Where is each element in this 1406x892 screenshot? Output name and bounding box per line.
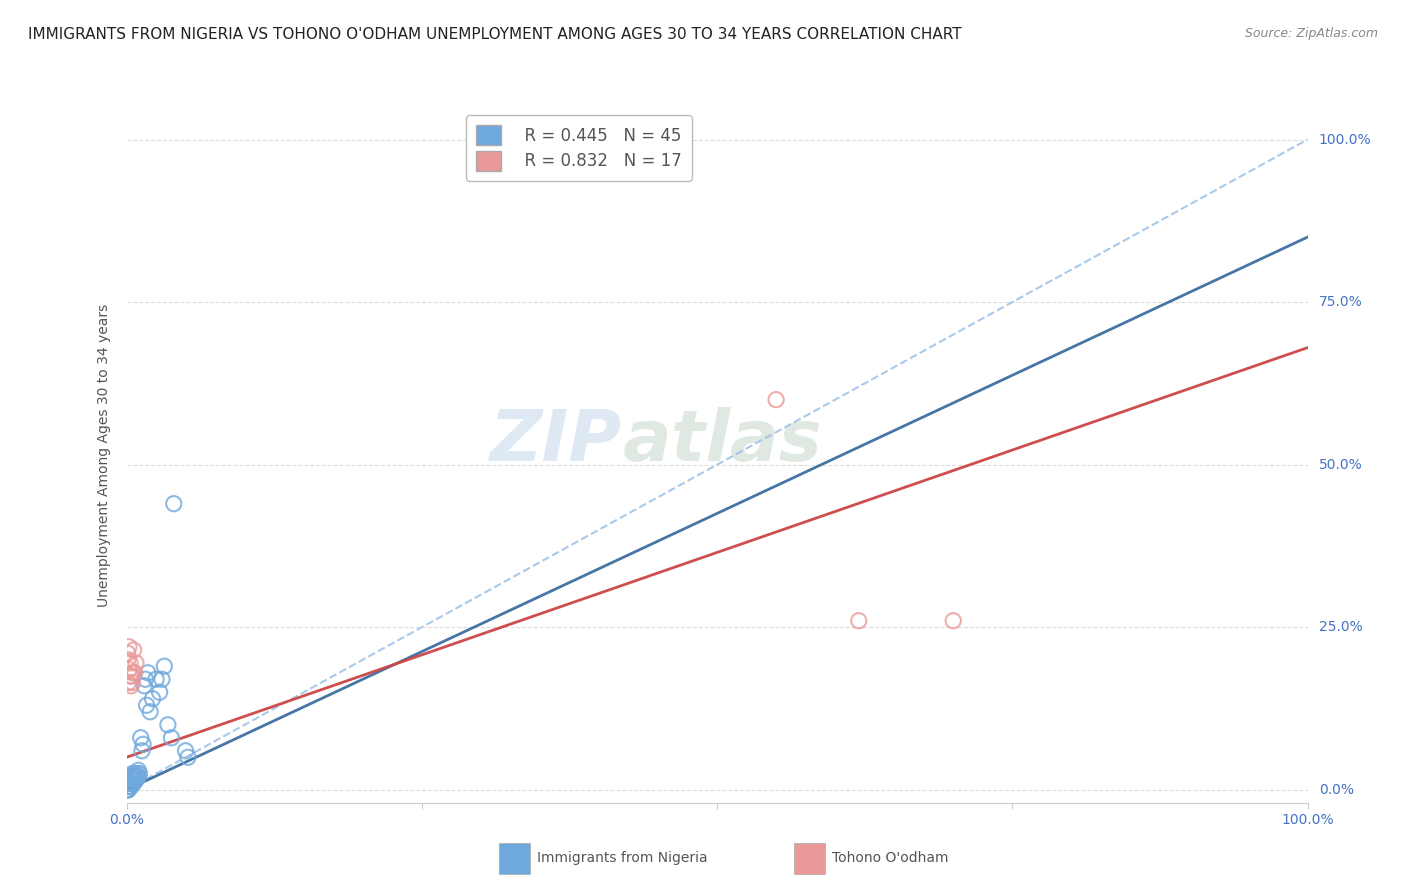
Text: 100.0%: 100.0% xyxy=(1319,133,1371,146)
Text: IMMIGRANTS FROM NIGERIA VS TOHONO O'ODHAM UNEMPLOYMENT AMONG AGES 30 TO 34 YEARS: IMMIGRANTS FROM NIGERIA VS TOHONO O'ODHA… xyxy=(28,27,962,42)
Point xyxy=(120,770,142,784)
Point xyxy=(149,685,172,699)
Point xyxy=(118,780,141,794)
Point xyxy=(942,614,965,628)
Point xyxy=(128,766,150,780)
Point xyxy=(124,665,146,680)
Point xyxy=(122,770,145,784)
Point xyxy=(177,750,200,764)
Point xyxy=(117,780,139,794)
Point xyxy=(163,497,186,511)
Point xyxy=(120,656,142,670)
Point xyxy=(120,770,142,784)
Point xyxy=(134,672,156,686)
Point xyxy=(121,665,143,680)
Point xyxy=(127,764,149,778)
Point xyxy=(139,705,162,719)
Point xyxy=(120,780,142,794)
Point xyxy=(141,691,163,706)
Text: Immigrants from Nigeria: Immigrants from Nigeria xyxy=(537,851,707,865)
Point xyxy=(118,776,141,790)
Point xyxy=(150,672,173,686)
Text: ZIP: ZIP xyxy=(491,407,623,475)
Point xyxy=(122,776,145,790)
Point xyxy=(127,770,149,784)
Point xyxy=(120,776,142,790)
Point xyxy=(125,772,148,787)
Point xyxy=(156,718,179,732)
Text: 75.0%: 75.0% xyxy=(1319,295,1362,310)
Point xyxy=(118,663,141,677)
Point xyxy=(121,675,143,690)
Point xyxy=(122,643,145,657)
Point xyxy=(120,669,142,683)
Point xyxy=(145,672,167,686)
Point xyxy=(120,780,142,794)
Text: atlas: atlas xyxy=(623,407,823,475)
Text: Tohono O'odham: Tohono O'odham xyxy=(832,851,949,865)
Point xyxy=(121,776,143,790)
Point xyxy=(124,766,146,780)
Text: 25.0%: 25.0% xyxy=(1319,620,1362,634)
Point xyxy=(124,772,146,787)
Legend:   R = 0.445   N = 45,   R = 0.832   N = 17: R = 0.445 N = 45, R = 0.832 N = 17 xyxy=(465,115,692,180)
Text: Source: ZipAtlas.com: Source: ZipAtlas.com xyxy=(1244,27,1378,40)
Text: 50.0%: 50.0% xyxy=(1319,458,1362,472)
Point xyxy=(121,766,143,780)
Point xyxy=(125,656,148,670)
Point xyxy=(131,744,153,758)
Y-axis label: Unemployment Among Ages 30 to 34 years: Unemployment Among Ages 30 to 34 years xyxy=(97,303,111,607)
Point xyxy=(117,782,139,797)
Point xyxy=(127,766,149,780)
Point xyxy=(120,679,142,693)
Point xyxy=(120,669,142,683)
Point xyxy=(132,737,155,751)
Point xyxy=(115,782,138,797)
Point xyxy=(117,653,139,667)
Point xyxy=(160,731,183,745)
Point xyxy=(848,614,870,628)
Point xyxy=(121,772,143,787)
Point xyxy=(765,392,787,407)
Point xyxy=(174,744,197,758)
Point xyxy=(117,646,139,660)
Point xyxy=(153,659,176,673)
Point xyxy=(120,776,142,790)
Point xyxy=(118,772,141,787)
Point xyxy=(129,731,152,745)
Point xyxy=(117,675,139,690)
Text: 0.0%: 0.0% xyxy=(1319,783,1354,797)
Point xyxy=(127,770,149,784)
Point xyxy=(134,679,156,693)
Point xyxy=(125,770,148,784)
Point xyxy=(118,640,141,654)
Point xyxy=(135,698,157,713)
Point xyxy=(136,665,159,680)
Point xyxy=(117,782,139,797)
